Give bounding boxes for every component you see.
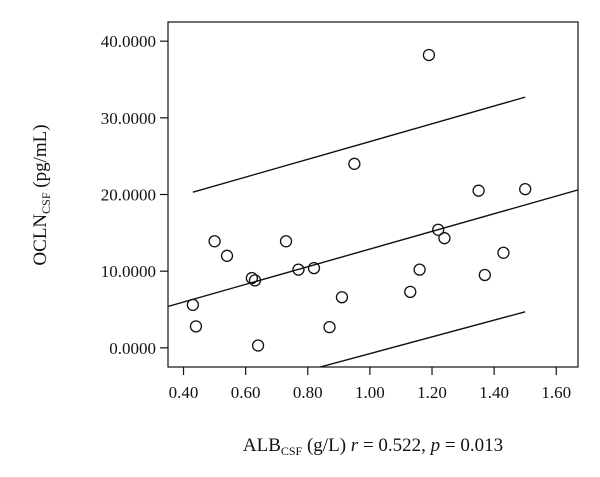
data-point <box>220 249 234 262</box>
y-axis: 0.0000 10.0000 20.0000 30.0000 40.0000 <box>101 32 168 358</box>
y-tick-label: 20.0000 <box>101 186 156 205</box>
data-point <box>245 271 259 285</box>
data-point <box>478 268 491 282</box>
x-tick-label: 0.80 <box>293 383 323 402</box>
data-point <box>189 320 203 333</box>
data-point <box>432 223 445 236</box>
data-point <box>251 339 265 352</box>
data-point <box>348 157 361 170</box>
data-point <box>438 232 451 245</box>
lower-prediction-band <box>320 311 526 367</box>
plot-frame <box>167 21 579 368</box>
data-point <box>307 261 321 275</box>
x-tick-label: 1.40 <box>479 383 509 402</box>
data-point <box>248 274 262 287</box>
regression-line <box>168 189 578 308</box>
data-point <box>323 320 336 334</box>
x-axis: 0.40 0.60 0.80 1.00 1.20 1.40 1.60 <box>169 367 571 402</box>
x-tick-label: 0.60 <box>231 383 261 402</box>
data-point <box>279 235 293 248</box>
data-points <box>186 48 532 352</box>
data-point <box>413 263 426 276</box>
y-tick-label: 0.0000 <box>109 339 156 358</box>
data-point <box>404 285 417 299</box>
x-axis-label: ALBCSF (g/L) r = 0.522, p = 0.013 <box>243 435 503 458</box>
data-point <box>422 48 436 62</box>
y-tick-label: 40.0000 <box>101 32 156 51</box>
data-point <box>186 298 199 312</box>
x-tick-label: 0.40 <box>169 383 199 402</box>
data-point <box>335 291 349 304</box>
y-tick-label: 10.0000 <box>101 262 156 281</box>
data-point <box>519 182 532 196</box>
x-tick-label: 1.20 <box>417 383 447 402</box>
data-point <box>208 235 221 248</box>
data-point <box>292 263 305 276</box>
data-point <box>497 246 510 259</box>
x-tick-label: 1.60 <box>541 383 571 402</box>
y-tick-label: 30.0000 <box>101 109 156 128</box>
y-axis-label: OCLNCSF (pg/mL) <box>30 124 53 265</box>
upper-prediction-band <box>192 96 526 193</box>
data-point <box>472 184 485 197</box>
x-tick-label: 1.00 <box>355 383 385 402</box>
